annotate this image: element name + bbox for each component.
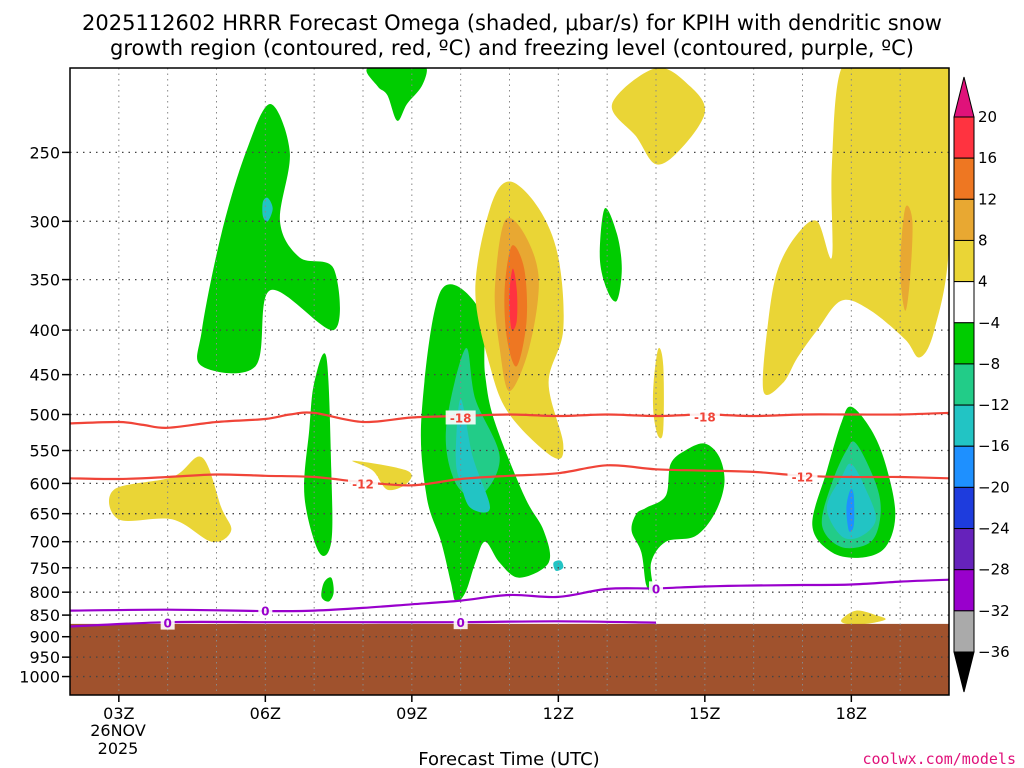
omega-region-24 <box>846 488 855 532</box>
omega-region-0 <box>197 104 340 374</box>
y-tick-label: 900 <box>29 628 60 647</box>
omega-region-16 <box>611 68 705 165</box>
contour-label: 0 <box>163 617 171 631</box>
colorbar-label: −28 <box>978 561 1010 579</box>
contour-label-bg <box>445 410 476 425</box>
omega-region-10 <box>553 560 564 571</box>
omega-region-20 <box>900 205 913 311</box>
contour-label-bg <box>160 615 175 630</box>
credit-text: coolwx.com/models <box>862 750 1016 768</box>
contour-label: -18 <box>694 411 716 425</box>
colorbar-label: 20 <box>978 108 997 126</box>
freezing-level-upper-line <box>70 578 949 613</box>
omega-region-2 <box>108 456 232 543</box>
colorbar-label: −20 <box>978 478 1010 496</box>
contour-label-bg <box>787 469 818 484</box>
omega-region-3 <box>304 353 333 556</box>
y-tick-label: 500 <box>29 405 60 424</box>
y-axis: 250 300 350 400 450 500 550 600 650 700 750 800 850 9… <box>19 143 70 687</box>
y-tick-label: 600 <box>29 474 60 493</box>
omega-region-5 <box>321 577 334 602</box>
omega-region-4 <box>352 460 412 491</box>
x-tick-label: 09Z <box>396 704 427 723</box>
colorbar-label: −12 <box>978 396 1010 414</box>
colorbar-label: −4 <box>978 314 1000 332</box>
y-tick-label: 300 <box>29 212 60 231</box>
colorbar-bin <box>953 445 975 488</box>
colorbar-bin <box>953 198 975 241</box>
contour-lines: -18 -18 -12 -12 0 0 0 0 <box>70 409 949 631</box>
colorbar-bin <box>953 322 975 365</box>
colorbar-bin <box>953 281 975 324</box>
colorbar-bin <box>953 610 975 653</box>
x-tick-label: 15Z <box>689 704 720 723</box>
y-tick-label: 650 <box>29 505 60 524</box>
contour-label-bg <box>258 603 273 618</box>
colorbar-label: −36 <box>978 643 1010 661</box>
y-tick-label: 700 <box>29 533 60 552</box>
contour-label: -12 <box>792 470 814 484</box>
colorbar-bin <box>953 528 975 571</box>
x-tick-label: 12Z <box>543 704 574 723</box>
date-label-year: 2025 <box>98 739 139 758</box>
omega-region-25 <box>841 610 886 625</box>
colorbar-bin <box>953 569 975 612</box>
y-tick-label: 950 <box>29 648 60 667</box>
contour-label: 0 <box>456 616 464 630</box>
omega-region-18 <box>631 443 725 594</box>
colorbar-label: −32 <box>978 602 1010 620</box>
omega-region-14 <box>509 268 518 331</box>
colorbar-bin <box>953 486 975 530</box>
y-tick-label: 450 <box>29 366 60 385</box>
y-tick-label: 850 <box>29 606 60 625</box>
contour-label: -12 <box>352 477 374 491</box>
colorbar-bin <box>953 116 975 159</box>
colorbar-bin <box>953 404 975 447</box>
colorbar: 20 16 12 8 4 −4 −8 −12 −16 −20 −24 −28 −32 −36 <box>953 76 1010 693</box>
omega-region-6 <box>366 68 427 121</box>
y-tick-label: 400 <box>29 321 60 340</box>
colorbar-bin <box>953 239 975 283</box>
y-tick-label: 1000 <box>19 668 60 687</box>
x-axis: 03Z 06Z 09Z 12Z 15Z 18Z <box>103 695 867 723</box>
x-tick-label: 03Z <box>103 704 134 723</box>
omega-region-1 <box>262 197 273 222</box>
contour-label-bg <box>689 409 720 424</box>
colorbar-label: 8 <box>978 231 988 249</box>
contour-label: 0 <box>261 605 269 619</box>
y-tick-label: 750 <box>29 559 60 578</box>
omega-shading <box>108 68 949 625</box>
colorbar-bin <box>953 157 975 200</box>
colorbar-bin <box>953 363 975 406</box>
y-tick-label: 800 <box>29 583 60 602</box>
y-tick-label: 550 <box>29 442 60 461</box>
x-tick-label: 18Z <box>836 704 867 723</box>
y-tick-label: 350 <box>29 271 60 290</box>
y-tick-label: 250 <box>29 143 60 162</box>
x-axis-label: Forecast Time (UTC) <box>418 749 599 768</box>
colorbar-bottom-cap <box>953 651 975 693</box>
omega-region-15 <box>599 207 622 302</box>
contour-label: 0 <box>652 582 660 596</box>
colorbar-label: −8 <box>978 355 1000 373</box>
contour-label-bg <box>348 476 378 491</box>
chart-title-line-2: growth region (contoured, red, ºC) and f… <box>110 36 914 60</box>
contour-label: -18 <box>450 411 472 425</box>
plot-frame <box>69 67 950 696</box>
colorbar-label: −16 <box>978 437 1010 455</box>
chart-title-line-1: 2025112602 HRRR Forecast Omega (shaded, … <box>82 11 942 35</box>
colorbar-label: 12 <box>978 190 997 208</box>
colorbar-label: 16 <box>978 149 997 167</box>
colorbar-label: −24 <box>978 520 1010 538</box>
grid <box>70 68 949 695</box>
x-tick-label: 06Z <box>250 704 281 723</box>
omega-region-19 <box>762 68 949 395</box>
date-label-day: 26NOV <box>90 721 146 740</box>
contour-label-bg <box>649 581 663 596</box>
colorbar-label: 4 <box>978 273 988 291</box>
contour-label-bg <box>453 615 468 630</box>
omega-region-9 <box>455 399 491 513</box>
